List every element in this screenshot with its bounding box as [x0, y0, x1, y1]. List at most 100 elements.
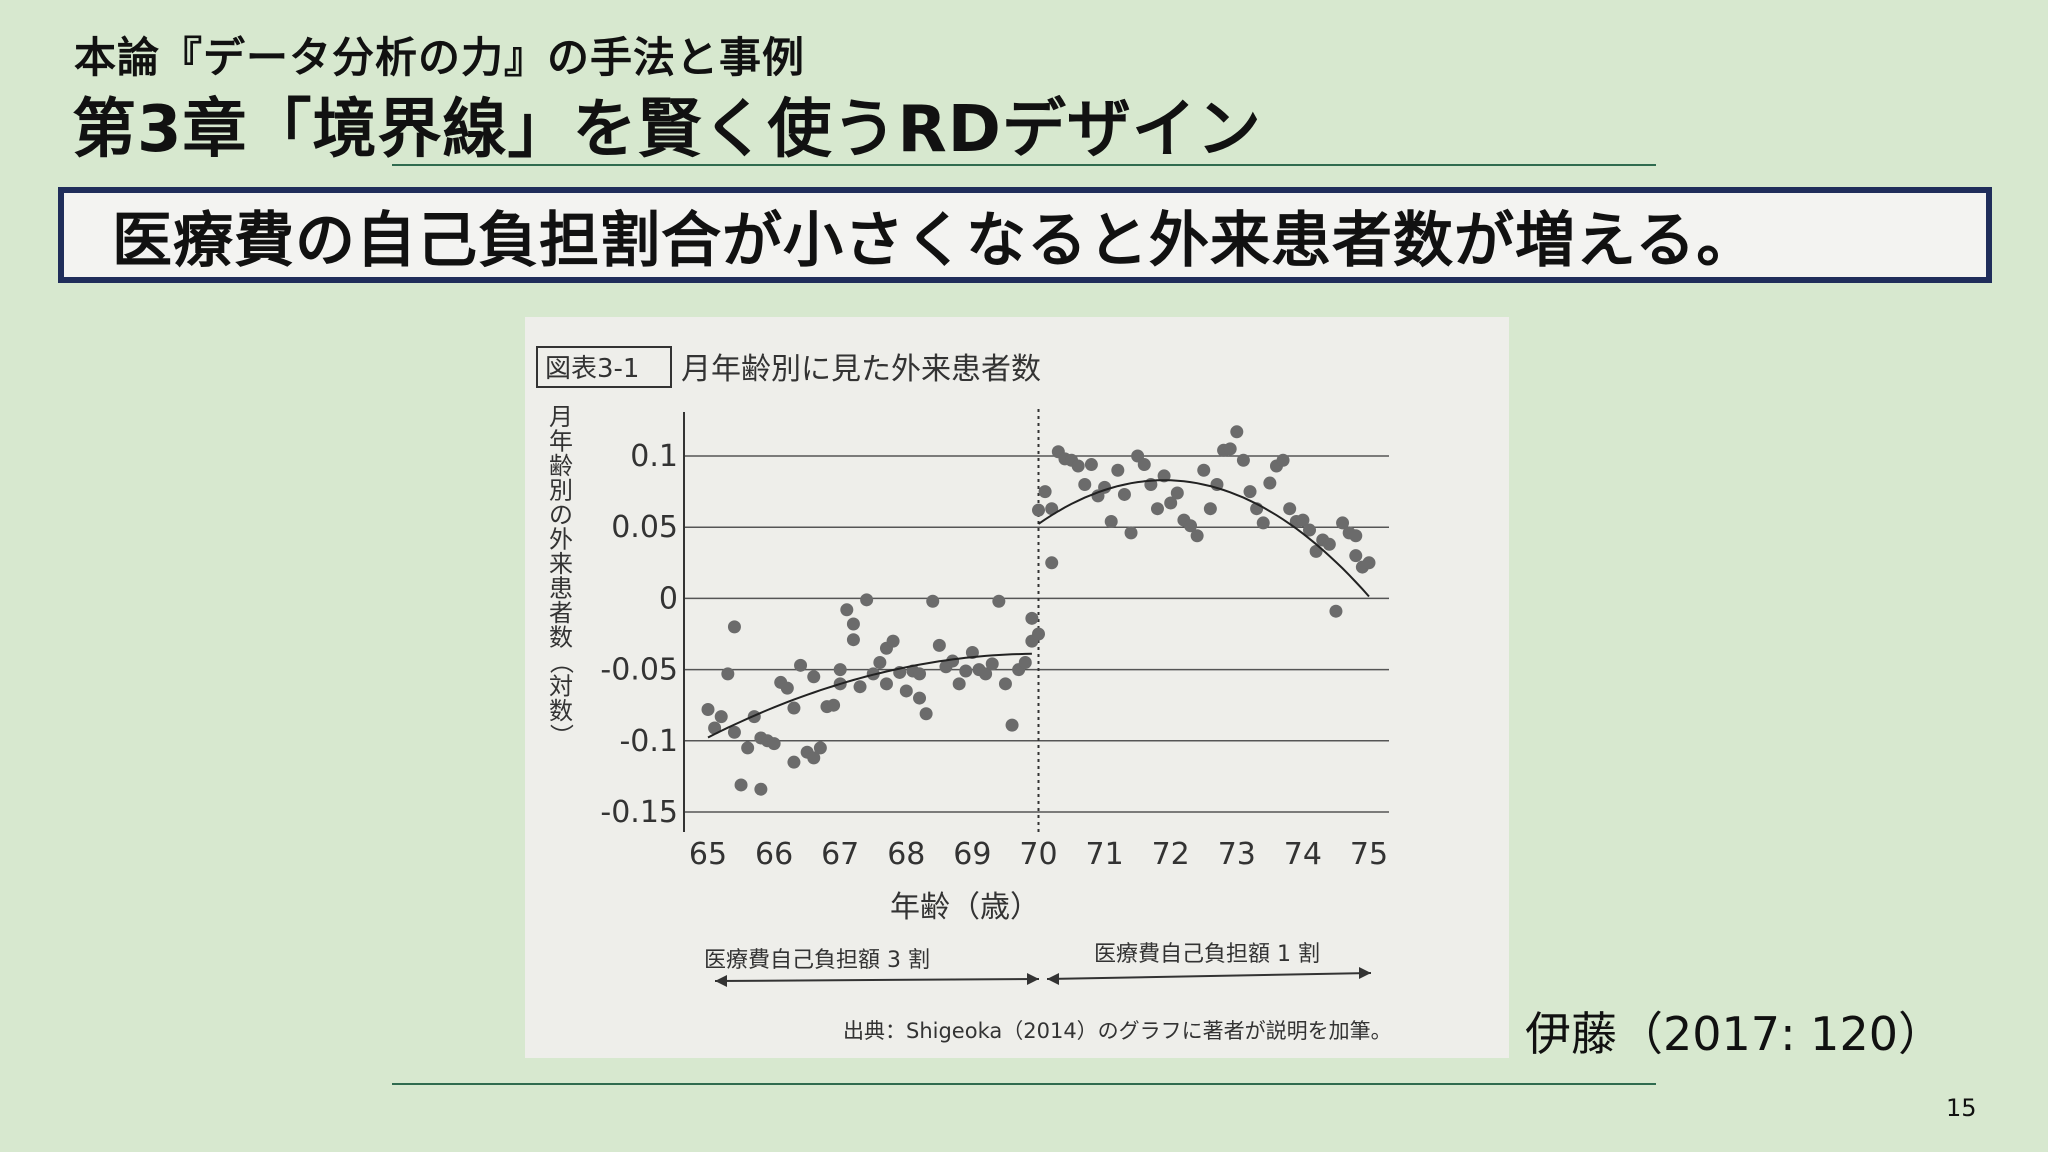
y-axis-label-char: 患 [549, 575, 573, 603]
data-point [1190, 529, 1204, 543]
data-point [1150, 502, 1164, 516]
data-point [708, 721, 722, 735]
data-point [721, 667, 735, 681]
data-point [992, 594, 1006, 608]
fit-curve-left [707, 652, 1032, 739]
x-tick-label: 73 [1218, 837, 1256, 872]
y-axis-label-char: 対 [549, 673, 573, 701]
data-point [833, 663, 847, 677]
citation: 伊藤（2017: 120） [1525, 1007, 1944, 1061]
data-point [1303, 523, 1317, 537]
y-axis-label-char: 数 [549, 624, 573, 652]
data-point [998, 677, 1012, 691]
y-tick-label: -0.05 [600, 653, 678, 688]
data-point [1164, 496, 1178, 510]
right-arrowhead-left [1047, 973, 1059, 985]
y-axis-label-char: 齢 [549, 452, 573, 480]
bottom-divider [392, 1083, 1656, 1085]
y-tick-label: -0.15 [600, 795, 678, 830]
y-tick-label: 0 [659, 581, 678, 616]
data-point [1045, 502, 1059, 516]
data-point [846, 633, 860, 647]
y-axis-label-char: （ [547, 650, 575, 674]
data-point [741, 741, 755, 755]
slide-subtitle: 本論『データ分析の力』の手法と事例 [74, 33, 806, 82]
data-point [1349, 549, 1363, 563]
data-point [1184, 519, 1198, 533]
data-point [932, 638, 946, 652]
data-point [946, 654, 960, 668]
left-regime-label: 医療費自己負担額 3 割 [704, 948, 930, 973]
data-point [754, 782, 768, 796]
x-tick-label: 70 [1019, 837, 1057, 872]
y-tick-label: -0.1 [619, 724, 678, 759]
x-tick-label: 67 [821, 837, 859, 872]
data-point [985, 657, 999, 671]
data-point [701, 702, 715, 716]
y-axis-label-char: ） [547, 724, 575, 748]
data-point [1032, 627, 1045, 641]
data-point [913, 667, 927, 681]
data-point [952, 677, 966, 691]
right-regime-label: 医療費自己負担額 1 割 [1094, 942, 1320, 967]
y-axis-label-char: の [549, 501, 573, 529]
data-point [794, 658, 808, 672]
data-point [879, 677, 893, 691]
data-point [1078, 477, 1092, 491]
data-point [1283, 502, 1297, 516]
title-divider [392, 164, 1656, 166]
figure-panel: 図表3-1 月年齢別に見た外来患者数 月年齢別の外来患者数（対数） 0.1 0.0… [525, 317, 1509, 1058]
data-point [1038, 485, 1052, 499]
data-point [1230, 425, 1244, 439]
data-point [853, 680, 867, 694]
data-point [919, 707, 933, 721]
data-point [1243, 485, 1257, 499]
data-point [1137, 458, 1151, 472]
plot-area: 0.1 0.05 0 -0.05 -0.1 -0.15 65 66 67 68 69 70 71 72 73… [600, 409, 1389, 872]
data-point [926, 594, 940, 608]
y-axis-label-char: 来 [549, 550, 573, 578]
data-point [767, 737, 781, 751]
data-point [1157, 469, 1171, 483]
right-regime-arrow [1046, 972, 1372, 980]
data-point [1111, 463, 1125, 477]
data-point [714, 710, 728, 724]
data-point [1025, 611, 1039, 625]
x-tick-label: 68 [887, 837, 925, 872]
y-axis-label-char: 外 [549, 526, 573, 554]
data-point [1223, 442, 1237, 456]
left-regime-annotation: 医療費自己負担額 3 割 [704, 948, 1040, 987]
right-arrowhead-right [1359, 967, 1371, 979]
y-tick-label: 0.05 [611, 510, 678, 545]
data-point [1071, 459, 1085, 473]
data-point [787, 701, 801, 715]
data-point [780, 681, 794, 695]
data-point [886, 634, 900, 648]
data-point [1329, 604, 1343, 618]
slide-title: 第3章「境界線」を賢く使うRDデザイン [72, 93, 1262, 167]
data-point [913, 691, 927, 705]
data-point [1124, 526, 1138, 540]
data-point [1349, 529, 1363, 543]
data-point [1018, 655, 1032, 669]
y-axis-label-char: 別 [549, 477, 573, 505]
fit-curve-right [1037, 479, 1370, 598]
figure-caption: 月年齢別に見た外来患者数 [681, 352, 1041, 387]
x-tick-label: 69 [953, 837, 991, 872]
data-point [873, 655, 887, 669]
data-point [1032, 503, 1045, 517]
data-point [979, 667, 993, 681]
left-regime-arrow [714, 978, 1040, 982]
left-arrowhead-left [715, 975, 727, 987]
data-point [1296, 513, 1310, 527]
x-tick-label: 74 [1284, 837, 1322, 872]
figure-source: 出典：Shigeoka（2014）のグラフに著者が説明を加筆。 [843, 1019, 1392, 1043]
data-point [1256, 516, 1270, 530]
right-regime-annotation: 医療費自己負担額 1 割 [1046, 942, 1372, 985]
data-point [1170, 486, 1184, 500]
data-point [965, 646, 979, 660]
data-point [1276, 453, 1290, 467]
page-number: 15 [1946, 1094, 1977, 1122]
figure-label-box [536, 346, 672, 388]
